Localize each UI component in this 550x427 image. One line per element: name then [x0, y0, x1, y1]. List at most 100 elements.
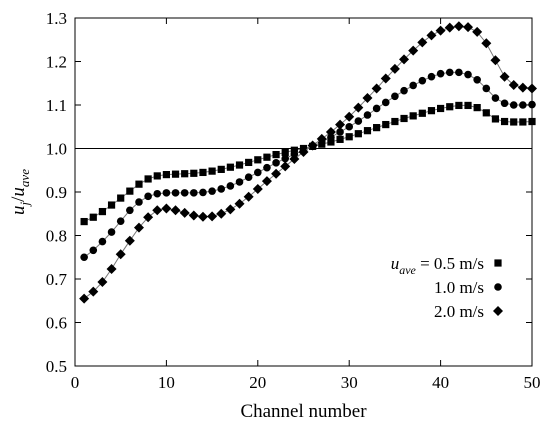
y-tick-label: 1.0 [46, 140, 67, 159]
data-point [427, 72, 436, 81]
data-point [418, 76, 427, 85]
data-point [409, 112, 417, 120]
data-point [80, 253, 88, 262]
data-point [400, 86, 408, 95]
data-point [500, 117, 509, 126]
data-point [216, 208, 227, 219]
data-point [179, 207, 190, 218]
data-point [500, 99, 509, 108]
data-point [135, 180, 143, 188]
data-point [289, 153, 300, 164]
data-point [217, 165, 225, 173]
data-point [217, 185, 226, 193]
legend-label: uave = 0.5 m/s [391, 254, 484, 277]
data-point [453, 21, 464, 32]
data-point [190, 169, 198, 177]
data-point [180, 189, 189, 197]
data-point [490, 55, 501, 66]
legend-marker [493, 306, 503, 316]
data-point [391, 92, 399, 101]
data-point [199, 188, 207, 197]
data-point [135, 198, 143, 206]
x-tick-label: 30 [341, 373, 358, 392]
data-point [345, 133, 353, 141]
data-point [235, 161, 244, 169]
y-tick-label: 0.8 [46, 227, 67, 246]
data-point [280, 161, 291, 172]
data-point [362, 93, 373, 104]
data-point [244, 173, 253, 182]
data-point [464, 70, 472, 79]
data-point [144, 192, 152, 201]
data-point [181, 170, 189, 178]
data-point [373, 124, 381, 132]
data-point [445, 68, 454, 77]
data-point [162, 171, 170, 179]
x-axis-label: Channel number [240, 401, 367, 422]
data-point [473, 104, 481, 112]
data-point [207, 211, 218, 222]
data-point [491, 115, 500, 123]
series-layer [79, 21, 537, 304]
x-tick-label: 40 [432, 373, 449, 392]
data-point [234, 198, 245, 209]
data-point [463, 22, 474, 33]
data-point [418, 109, 426, 117]
x-tick-label: 0 [71, 373, 80, 392]
data-point [117, 194, 125, 202]
data-point [316, 133, 327, 144]
data-point [161, 203, 172, 214]
data-point [499, 71, 510, 82]
series-line [83, 71, 533, 258]
data-point [298, 146, 309, 157]
data-point [106, 263, 117, 274]
data-point [427, 107, 436, 115]
y-tick-label: 0.6 [46, 314, 67, 333]
data-point [325, 126, 336, 137]
data-point [226, 163, 234, 171]
legend: uave = 0.5 m/s1.0 m/s 2.0 m/s [391, 254, 503, 321]
y-tick-label: 1.3 [46, 9, 67, 28]
data-point [281, 148, 289, 157]
data-point [80, 217, 88, 226]
data-point [436, 69, 445, 78]
data-point [98, 237, 107, 246]
data-point [208, 167, 216, 175]
data-point [446, 103, 454, 111]
data-point [116, 217, 125, 225]
data-point [225, 204, 236, 215]
data-point [152, 205, 163, 216]
data-point [199, 168, 207, 177]
axis-title-layer: Channel number uj/uave [8, 169, 367, 422]
data-point [363, 111, 372, 119]
data-point [272, 150, 280, 159]
series-line [83, 104, 533, 223]
data-point [510, 118, 518, 126]
data-point [455, 101, 463, 110]
data-point [208, 187, 216, 195]
data-point [126, 187, 134, 195]
data-point [389, 63, 400, 74]
data-point [408, 45, 419, 56]
data-point [354, 130, 362, 138]
data-point [290, 146, 298, 154]
data-point [171, 170, 180, 178]
data-point [363, 127, 372, 135]
data-point [481, 38, 492, 49]
y-tick-label: 0.7 [46, 270, 68, 289]
data-point [272, 159, 280, 167]
data-point [508, 79, 519, 90]
data-point [435, 25, 446, 36]
data-point [254, 156, 262, 164]
data-point [491, 94, 500, 102]
data-point [171, 189, 180, 197]
data-point [107, 228, 116, 236]
data-point [153, 189, 162, 198]
data-point [444, 22, 455, 33]
data-point [263, 153, 271, 161]
x-tick-label: 20 [249, 373, 266, 392]
data-point [97, 277, 108, 288]
data-point [336, 135, 344, 143]
data-point [372, 104, 381, 113]
data-point [380, 73, 391, 84]
